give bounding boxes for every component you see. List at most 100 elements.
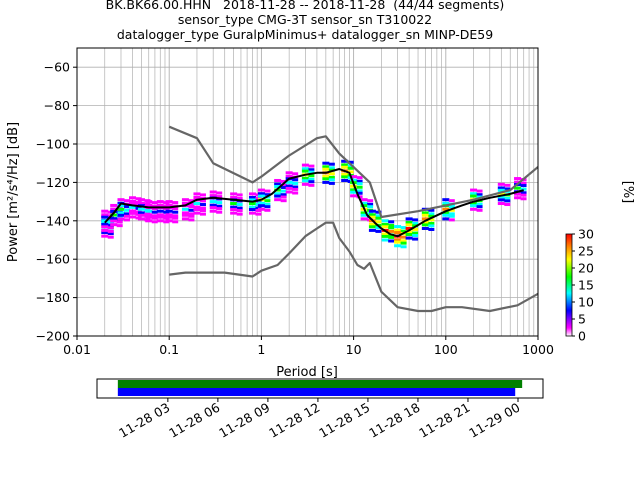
density-cell [442,211,450,215]
low-noise-model-line [169,221,538,313]
density-cell [165,203,173,207]
density-cell [165,213,173,217]
density-cell [514,180,522,184]
density-cell [476,208,483,212]
density-cell [193,202,201,206]
density-cell [188,212,195,216]
density-cell [117,211,125,215]
density-cell [107,229,114,233]
density-cell [101,222,109,226]
density-cell [274,198,282,202]
density-cell [375,229,382,233]
colorbar [565,233,573,337]
x-tick-label: 0.01 [63,342,91,357]
density-cell [341,163,349,167]
timeline-tick-label: 11-28 03 [116,400,172,441]
density-cell [442,217,450,221]
density-cell [394,228,402,232]
density-cell [497,196,505,200]
density-cell [368,215,376,219]
density-cell [285,171,293,175]
density-cell [504,197,511,201]
density-cell [301,176,309,180]
density-cell [285,174,293,178]
density-cell [448,214,455,218]
density-cell [375,216,382,220]
density-cell [292,187,299,191]
density-cell [328,175,335,179]
timeline-tick-label: 11-28 12 [266,400,322,441]
density-cell [110,213,118,217]
density-cell [476,193,483,197]
density-cell [188,205,195,209]
density-cell [360,211,368,215]
density-cell [514,196,522,200]
colorbar-tick-label: 10 [578,295,594,310]
density-cell [470,192,478,196]
density-cell [368,209,376,213]
density-cell [442,198,450,202]
colorbar-tick-label: 0 [578,329,586,344]
density-cell [188,214,195,218]
density-cell [216,201,223,205]
density-cell [394,231,402,235]
colorbar-tick-label: 25 [578,244,594,259]
density-cell [248,205,256,209]
density-cell [347,160,354,164]
density-cell [123,218,130,222]
density-cell [216,195,223,199]
density-cell [428,208,435,212]
density-cell [347,164,354,168]
density-cell [412,233,419,237]
density-cell [367,205,374,209]
density-cell [101,219,109,223]
density-cell [193,192,201,196]
density-cell [520,184,527,188]
high-noise-model-line [168,125,538,219]
density-cell [381,222,389,226]
density-cell [292,178,299,182]
density-cell [520,181,527,185]
density-cell [230,202,238,206]
density-cell [151,220,158,224]
density-cell [285,190,293,194]
density-cell [367,199,374,203]
density-cell [504,187,511,191]
density-cell [101,234,109,238]
density-cell [172,216,179,220]
density-cell [145,200,153,204]
x-tick-label: 1 [257,342,265,357]
density-cell [123,212,130,216]
density-cell [151,214,158,218]
density-cell [257,194,265,198]
density-cell [236,197,243,201]
density-cell [216,210,223,214]
density-cell [328,166,335,170]
colorbar-tick-label: 5 [578,312,586,327]
density-cell [145,213,153,217]
timeline-tick-label: 11-28 18 [366,400,422,441]
grid-lines [76,48,538,337]
chart-title-line-2: sensor_type CMG-3T sensor_sn T310022 [177,12,433,27]
density-cell [428,212,435,216]
density-cell [101,209,109,213]
density-cell [322,165,330,169]
density-cell [165,215,173,219]
density-cell [145,215,153,219]
density-cell [280,185,287,189]
timeline-tick-label: 11-29 00 [466,400,522,441]
density-cell [514,177,522,181]
y-tick-label: −180 [36,290,70,305]
x-tick-label: 100 [434,342,458,357]
density-cell [156,213,164,217]
density-cell [412,227,419,231]
density-cell [448,205,455,209]
density-cell [151,210,158,214]
density-cell [301,169,309,173]
density-cell [209,203,217,207]
density-cell [117,217,125,221]
density-cell [421,226,429,230]
density-cell [257,204,265,208]
density-cell [520,187,527,191]
density-cell [172,201,179,205]
